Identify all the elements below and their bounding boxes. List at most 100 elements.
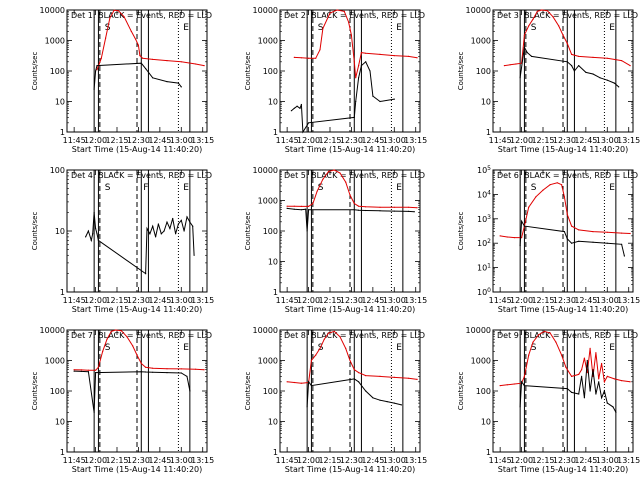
y-tick-label: 100 [50, 67, 65, 76]
lld-data-point [152, 367, 154, 369]
events-data-point [149, 233, 151, 235]
events-data-point [413, 211, 415, 213]
events-data-point [95, 70, 97, 72]
lld-data-point [336, 9, 338, 11]
events-data-point [603, 390, 606, 392]
lld-data-point [549, 332, 551, 334]
y-tick-label: 1 [273, 288, 278, 297]
events-data-point [521, 220, 523, 222]
lld-data-point [315, 354, 317, 356]
y-tick-label: 1 [273, 448, 278, 457]
events-data-point [563, 231, 566, 233]
events-data-point [606, 242, 608, 244]
lld-data-point [333, 330, 335, 332]
y-tick-label: 1 [60, 288, 65, 297]
lld-data-point [523, 375, 526, 377]
x-tick-label: 13:00 [596, 296, 619, 305]
x-tick-label: 12:30 [340, 296, 363, 305]
lld-series-line [500, 330, 631, 387]
events-data-point [618, 86, 620, 88]
lld-data-point [195, 63, 197, 65]
lld-data-point [137, 44, 139, 46]
lld-data-point [115, 329, 117, 331]
x-tick-label: 13:15 [617, 136, 640, 145]
lld-data-point [353, 202, 355, 205]
lld-data-point [349, 194, 351, 196]
lld-data-point [105, 37, 107, 39]
events-data-point [521, 381, 523, 383]
lld-data-point [571, 225, 573, 227]
lld-series-line [74, 329, 205, 371]
events-data-point [595, 393, 597, 395]
lld-data-point [308, 57, 310, 59]
events-series-line [519, 45, 620, 88]
x-tick-label: 12:30 [127, 296, 150, 305]
lld-data-point [595, 352, 597, 354]
events-data-point [186, 216, 188, 218]
y-axis-title: Counts/sec [244, 52, 252, 91]
detector-panel-5: 1 10 100 1000 10000 11:4512:0012:1512:3012:45… [244, 166, 427, 314]
events-data-point [358, 209, 360, 211]
lld-data-point [102, 350, 104, 352]
phase-label: S [318, 23, 324, 33]
y-axis-title: Counts/sec [31, 372, 39, 411]
lld-data-point [515, 63, 517, 65]
phase-label: S [531, 343, 537, 353]
events-data-point [152, 77, 154, 79]
lld-data-point [166, 368, 168, 370]
events-data-point [615, 411, 617, 413]
y-axis-title: Counts/sec [457, 52, 465, 91]
lld-data-point [80, 369, 82, 371]
lld-data-point [328, 170, 330, 172]
events-data-point [177, 82, 179, 84]
lld-data-point [528, 354, 530, 356]
lld-data-point [323, 338, 325, 340]
phase-label: S [105, 343, 111, 353]
events-data-point [592, 241, 594, 243]
y-axis-title: Counts/sec [244, 372, 252, 411]
events-data-point [566, 61, 568, 63]
events-data-point [80, 370, 82, 372]
events-data-point [353, 378, 355, 380]
phase-label: S [531, 183, 537, 193]
lld-data-point [506, 236, 508, 238]
lld-data-point [365, 206, 367, 208]
lld-data-point [195, 368, 197, 370]
lld-series-line [294, 9, 418, 78]
events-data-point [308, 381, 310, 383]
lld-data-point [315, 57, 317, 59]
events-data-point [379, 100, 381, 103]
lld-data-point [558, 25, 560, 27]
lld-data-point [606, 57, 608, 59]
x-axis-title: Start Time (15-Aug-14 11:40:20) [285, 465, 416, 474]
events-data-point [598, 381, 600, 383]
lld-data-point [506, 384, 508, 386]
lld-data-point [339, 172, 341, 174]
phase-label: S [105, 183, 111, 193]
y-tick-label: 10 [268, 418, 278, 427]
x-tick-label: 12:15 [531, 136, 554, 145]
x-tick-label: 12:00 [84, 136, 107, 145]
events-data-point [96, 233, 98, 235]
y-tick-label: 10 [55, 98, 65, 107]
x-tick-label: 12:45 [574, 136, 597, 145]
lld-data-point [329, 12, 331, 14]
x-tick-label: 13:15 [191, 136, 214, 145]
events-data-point [578, 65, 580, 67]
events-data-point [379, 399, 381, 401]
phase-label: S [531, 23, 537, 33]
lld-data-point [592, 56, 594, 59]
x-axis-title: Start Time (15-Aug-14 11:40:20) [498, 465, 629, 474]
y-tick-label: 10 [481, 98, 491, 107]
lld-data-point [322, 178, 324, 180]
x-tick-label: 13:15 [191, 296, 214, 305]
y-tick-label: 10 [268, 98, 278, 107]
lld-series-line [504, 9, 631, 67]
y-tick-label: 105 [477, 165, 491, 175]
lld-data-point [100, 57, 102, 59]
x-tick-label: 12:00 [510, 296, 533, 305]
x-tick-label: 11:45 [63, 136, 86, 145]
detector-panel-9: 1 10 100 1000 10000 11:4512:0012:1512:3012:45… [457, 326, 640, 474]
lld-data-point [606, 375, 608, 377]
events-data-point [379, 210, 381, 212]
